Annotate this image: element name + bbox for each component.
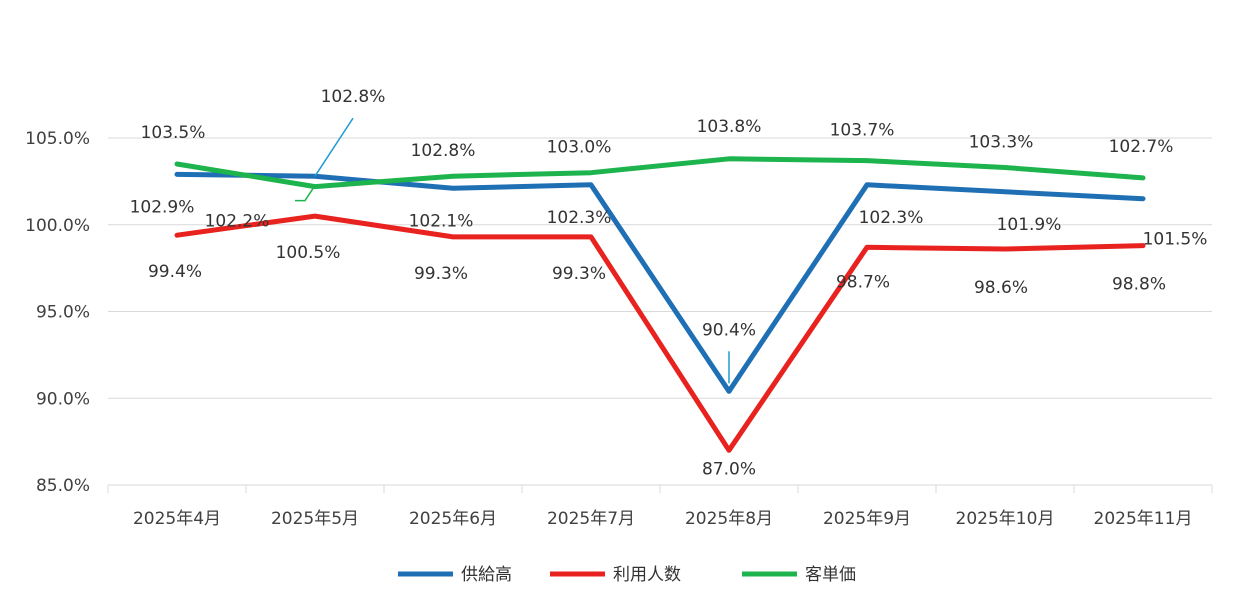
series-lines bbox=[174, 156, 1146, 453]
leader-line bbox=[295, 188, 314, 202]
legend-label-users: 利用人数 bbox=[613, 565, 681, 585]
data-label-supply: 102.3% bbox=[859, 208, 924, 228]
legend-label-supply: 供給高 bbox=[461, 565, 512, 585]
y-tick-label: 100.0% bbox=[25, 216, 90, 236]
data-labels: 102.9% 102.8% 102.1% 102.3% 90.4% 102.3% 101.9… bbox=[130, 87, 1208, 479]
y-tick-label: 95.0% bbox=[36, 303, 90, 323]
y-tick-label: 90.0% bbox=[36, 389, 90, 409]
data-label-unit-price: 103.8% bbox=[697, 117, 762, 137]
x-axis-tick-labels: 2025年4月 2025年5月 2025年6月 2025年7月 2025年8月 2025年… bbox=[133, 509, 1193, 529]
x-tick-label: 2025年10月 bbox=[956, 509, 1055, 529]
y-tick-label: 85.0% bbox=[36, 476, 90, 496]
data-label-supply: 102.3% bbox=[547, 208, 612, 228]
legend: 供給高 利用人数 客単価 bbox=[398, 565, 856, 585]
y-axis-tick-labels: 85.0% 90.0% 95.0% 100.0% 105.0% bbox=[25, 129, 90, 496]
data-label-users: 99.3% bbox=[414, 264, 468, 284]
x-tick-label: 2025年7月 bbox=[547, 509, 635, 529]
data-label-unit-price: 103.0% bbox=[547, 138, 612, 158]
data-label-supply: 101.5% bbox=[1143, 230, 1208, 250]
data-label-unit-price: 103.3% bbox=[969, 132, 1034, 152]
x-tick-label: 2025年11月 bbox=[1094, 509, 1193, 529]
data-label-unit-price: 102.2% bbox=[205, 212, 270, 232]
series-line-supply bbox=[174, 171, 1146, 394]
data-label-users: 87.0% bbox=[702, 459, 756, 479]
data-label-unit-price: 102.7% bbox=[1109, 137, 1174, 157]
label-leader-lines bbox=[295, 117, 730, 384]
data-label-users: 100.5% bbox=[276, 243, 341, 263]
data-label-users: 98.8% bbox=[1112, 275, 1166, 295]
data-label-users: 98.7% bbox=[836, 272, 890, 292]
gridlines bbox=[107, 137, 1213, 493]
data-label-supply: 102.1% bbox=[409, 211, 474, 231]
x-tick-label: 2025年5月 bbox=[271, 509, 359, 529]
x-tick-label: 2025年4月 bbox=[133, 509, 221, 529]
data-label-unit-price: 102.8% bbox=[411, 141, 476, 161]
x-tick-label: 2025年6月 bbox=[409, 509, 497, 529]
data-label-users: 99.4% bbox=[148, 262, 202, 282]
series-line-unit-price bbox=[174, 156, 1146, 190]
data-label-unit-price: 103.7% bbox=[830, 121, 895, 141]
legend-label-unit-price: 客単価 bbox=[805, 565, 856, 585]
data-label-supply: 101.9% bbox=[997, 215, 1062, 235]
data-label-supply: 90.4% bbox=[702, 320, 756, 340]
data-label-users: 98.6% bbox=[974, 278, 1028, 298]
data-label-supply: 102.8% bbox=[321, 87, 386, 107]
y-tick-label: 105.0% bbox=[25, 129, 90, 149]
x-tick-label: 2025年9月 bbox=[823, 509, 911, 529]
data-label-unit-price: 103.5% bbox=[141, 123, 206, 143]
data-label-users: 99.3% bbox=[552, 264, 606, 284]
leader-line bbox=[314, 117, 354, 177]
series-line-users bbox=[174, 213, 1146, 453]
x-tick-label: 2025年8月 bbox=[685, 509, 773, 529]
data-label-supply: 102.9% bbox=[130, 197, 195, 217]
